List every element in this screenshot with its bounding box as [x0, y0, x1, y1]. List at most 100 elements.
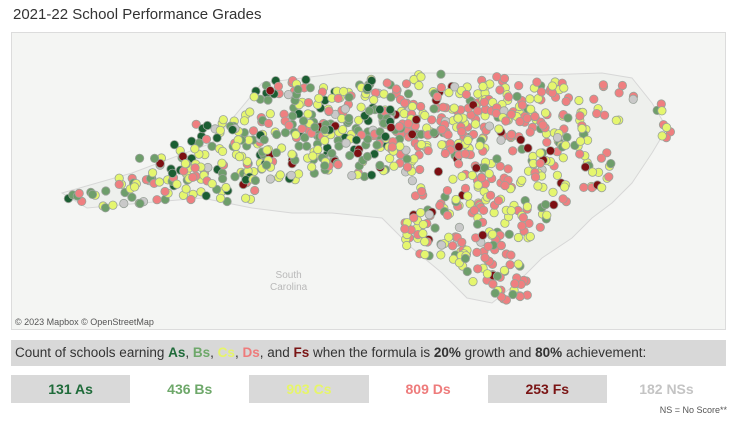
school-marker[interactable] [599, 110, 610, 120]
school-marker[interactable] [375, 160, 385, 170]
school-marker[interactable] [432, 92, 442, 102]
school-marker[interactable] [448, 174, 458, 184]
school-marker[interactable] [525, 127, 535, 137]
school-marker[interactable] [313, 144, 323, 155]
school-marker[interactable] [265, 86, 275, 96]
school-marker[interactable] [470, 119, 481, 129]
school-marker[interactable] [420, 110, 430, 121]
school-marker[interactable] [402, 154, 412, 164]
school-marker[interactable] [119, 198, 129, 209]
school-marker[interactable] [250, 175, 260, 186]
school-marker[interactable] [338, 86, 349, 97]
school-marker[interactable] [508, 146, 518, 156]
grade-tile-d[interactable]: 809 Ds [368, 375, 488, 403]
school-marker[interactable] [536, 87, 547, 97]
school-marker[interactable] [436, 250, 446, 260]
school-marker[interactable] [472, 247, 482, 257]
school-marker[interactable] [453, 159, 464, 169]
school-marker[interactable] [503, 164, 513, 174]
school-marker[interactable] [217, 158, 227, 168]
school-marker[interactable] [433, 167, 443, 177]
school-marker[interactable] [472, 219, 483, 229]
school-marker[interactable] [294, 141, 304, 151]
school-marker[interactable] [436, 69, 446, 79]
school-marker[interactable] [345, 150, 355, 161]
school-marker[interactable] [575, 111, 585, 121]
school-marker[interactable] [517, 221, 527, 231]
school-marker[interactable] [526, 104, 536, 114]
school-marker[interactable] [442, 186, 452, 196]
school-marker[interactable] [130, 182, 140, 192]
school-marker[interactable] [135, 198, 145, 209]
school-marker[interactable] [230, 172, 240, 182]
school-marker[interactable] [444, 87, 454, 98]
school-marker[interactable] [341, 138, 351, 148]
school-marker[interactable] [227, 125, 238, 135]
school-marker[interactable] [414, 80, 424, 91]
school-marker[interactable] [525, 232, 535, 242]
school-marker[interactable] [403, 119, 413, 129]
school-marker[interactable] [460, 253, 470, 264]
school-marker[interactable] [407, 176, 417, 186]
school-marker[interactable] [506, 206, 516, 216]
school-marker[interactable] [187, 136, 197, 146]
school-marker[interactable] [418, 228, 428, 239]
school-marker[interactable] [239, 116, 250, 126]
school-marker[interactable] [457, 171, 467, 181]
school-marker[interactable] [501, 116, 511, 126]
school-marker[interactable] [416, 101, 426, 112]
school-marker[interactable] [512, 91, 522, 102]
school-marker[interactable] [587, 167, 598, 177]
school-marker[interactable] [530, 111, 540, 122]
school-marker[interactable] [356, 102, 366, 112]
school-marker[interactable] [437, 140, 447, 150]
school-marker[interactable] [535, 158, 545, 168]
school-marker[interactable] [298, 116, 309, 126]
school-marker[interactable] [362, 151, 372, 162]
school-marker[interactable] [596, 153, 607, 163]
grade-tile-c[interactable]: 903 Cs [249, 375, 369, 403]
school-marker[interactable] [540, 200, 551, 210]
school-marker[interactable] [454, 142, 464, 152]
school-marker[interactable] [154, 177, 164, 187]
school-marker[interactable] [451, 194, 461, 205]
school-marker[interactable] [492, 154, 502, 164]
school-marker[interactable] [558, 194, 568, 204]
school-marker[interactable] [449, 103, 459, 113]
school-marker[interactable] [307, 162, 317, 172]
school-marker[interactable] [460, 149, 470, 159]
school-marker[interactable] [402, 240, 412, 251]
school-marker[interactable] [453, 113, 463, 123]
school-marker[interactable] [74, 188, 84, 198]
school-marker[interactable] [504, 229, 514, 239]
school-marker[interactable] [420, 237, 430, 247]
school-marker[interactable] [478, 230, 488, 240]
school-marker[interactable] [364, 106, 374, 116]
school-marker[interactable] [575, 149, 585, 159]
school-marker[interactable] [218, 146, 228, 157]
school-marker[interactable] [155, 158, 165, 169]
school-marker[interactable] [447, 241, 458, 251]
school-marker[interactable] [560, 140, 571, 150]
school-marker[interactable] [288, 111, 298, 121]
school-marker[interactable] [409, 213, 419, 223]
school-marker[interactable] [386, 122, 396, 133]
school-marker[interactable] [234, 152, 245, 162]
school-marker[interactable] [275, 170, 285, 180]
school-marker[interactable] [372, 140, 382, 150]
school-marker[interactable] [108, 200, 118, 210]
school-marker[interactable] [473, 180, 483, 190]
school-marker[interactable] [245, 107, 255, 117]
school-marker[interactable] [510, 279, 520, 289]
school-marker[interactable] [460, 183, 471, 193]
school-marker[interactable] [478, 81, 488, 92]
school-marker[interactable] [190, 163, 200, 173]
grade-tile-ns[interactable]: 182 NSs [606, 375, 727, 403]
school-marker[interactable] [561, 96, 571, 107]
school-marker[interactable] [169, 140, 179, 150]
school-marker[interactable] [558, 153, 568, 163]
school-marker[interactable] [657, 131, 667, 141]
school-marker[interactable] [344, 92, 354, 102]
school-marker[interactable] [462, 266, 472, 277]
school-marker[interactable] [314, 93, 324, 103]
